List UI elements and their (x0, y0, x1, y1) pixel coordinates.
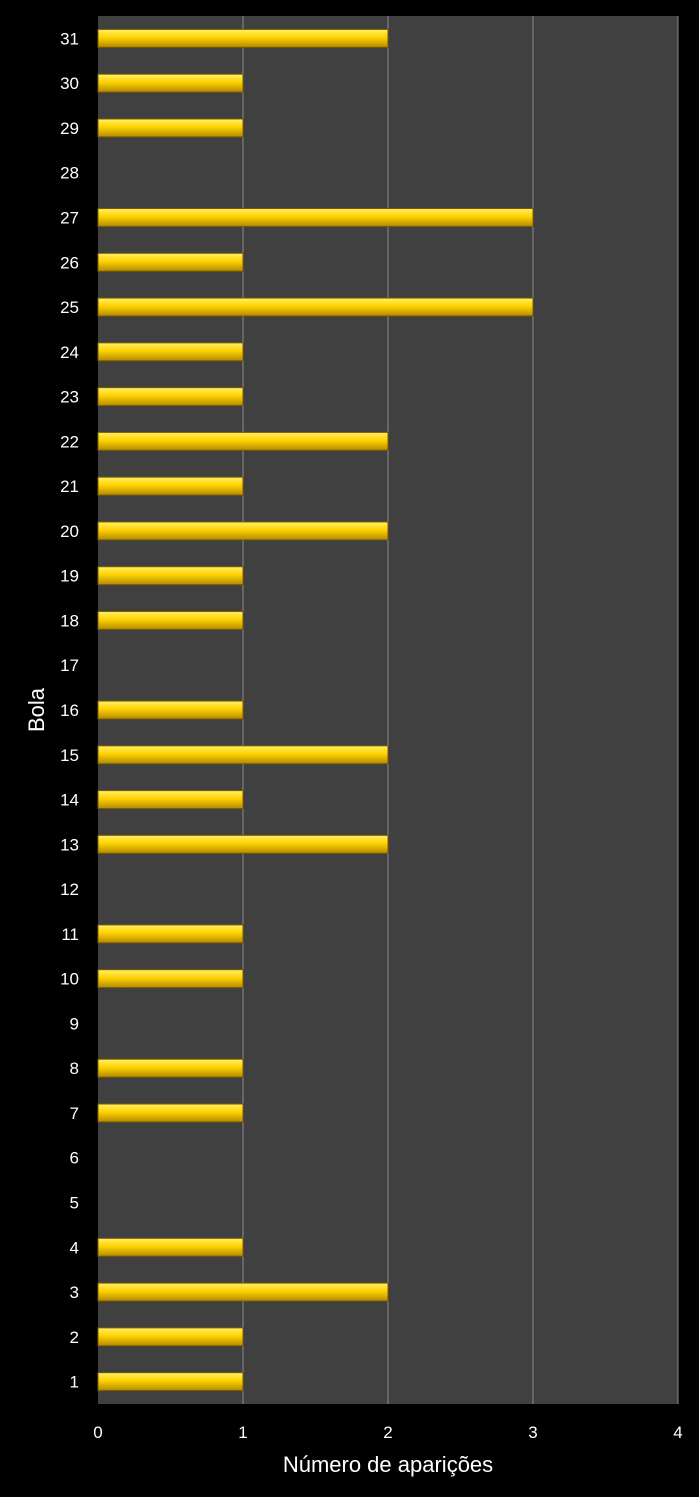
y-tick-label: 23 (60, 388, 79, 407)
bar-27 (97, 208, 534, 227)
y-tick-label: 24 (60, 343, 79, 362)
bars (97, 28, 534, 1392)
y-tick-label: 8 (70, 1059, 79, 1078)
y-tick-label: 30 (60, 74, 79, 93)
y-tick-label: 13 (60, 835, 79, 854)
bar-18 (97, 610, 244, 630)
y-tick-label: 6 (70, 1149, 79, 1168)
y-axis-title: Bola (24, 687, 49, 732)
y-tick-label: 19 (60, 567, 79, 586)
y-tick-label: 3 (70, 1283, 79, 1302)
bar-16 (97, 700, 244, 720)
x-tick-label: 3 (528, 1423, 537, 1442)
y-tick-label: 27 (60, 208, 79, 227)
y-tick-label: 18 (60, 611, 79, 630)
bar-4 (97, 1237, 244, 1257)
bar-24 (97, 342, 244, 362)
y-tick-label: 15 (60, 746, 79, 765)
y-tick-label: 26 (60, 253, 79, 272)
y-tick-label: 11 (61, 925, 79, 944)
y-tick-label: 4 (70, 1238, 79, 1257)
y-tick-label: 14 (60, 791, 79, 810)
x-tick-label: 4 (673, 1423, 682, 1442)
y-tick-label: 16 (60, 701, 79, 720)
bar-25 (97, 297, 534, 317)
y-tick-label: 7 (70, 1104, 79, 1123)
bar-8 (97, 1058, 244, 1078)
x-axis-title: Número de aparições (283, 1452, 493, 1477)
y-tick-label: 1 (70, 1373, 79, 1392)
y-tick-label: 2 (70, 1328, 79, 1347)
y-tick-label: 10 (60, 970, 79, 989)
x-tick-label: 1 (238, 1423, 247, 1442)
y-tick-label: 25 (60, 298, 79, 317)
bar-3 (97, 1282, 389, 1302)
y-tick-label: 12 (60, 880, 79, 899)
y-tick-label: 22 (60, 432, 79, 451)
y-tick-label: 17 (60, 656, 79, 675)
bar-20 (97, 521, 389, 541)
bar-10 (97, 969, 244, 989)
bar-11 (97, 924, 244, 944)
gridlines (242, 16, 679, 1404)
y-tick-label: 28 (60, 164, 79, 183)
bar-14 (97, 790, 244, 810)
bar-30 (97, 73, 244, 93)
bar-2 (97, 1327, 244, 1347)
y-tick-label: 21 (60, 477, 79, 496)
bar-1 (97, 1372, 244, 1392)
bar-23 (97, 387, 244, 407)
x-tick-label: 0 (93, 1423, 102, 1442)
bar-21 (97, 476, 244, 496)
bar-31 (97, 28, 389, 48)
y-tick-label: 20 (60, 522, 79, 541)
bar-7 (97, 1103, 244, 1123)
bar-15 (97, 745, 389, 765)
bar-26 (97, 252, 244, 272)
bar-22 (97, 431, 389, 451)
y-tick-label: 31 (60, 29, 79, 48)
y-tick-label: 9 (70, 1014, 79, 1033)
y-tick-label: 5 (70, 1194, 79, 1213)
bar-19 (97, 566, 244, 586)
bar-29 (97, 118, 244, 138)
bar-13 (97, 834, 389, 854)
x-tick-label: 2 (383, 1423, 392, 1442)
y-axis-ticks: 1234567891011121314151617181920212223242… (60, 29, 79, 1391)
y-tick-label: 29 (60, 119, 79, 138)
x-axis-ticks: 0 1 2 3 4 (93, 1423, 682, 1442)
